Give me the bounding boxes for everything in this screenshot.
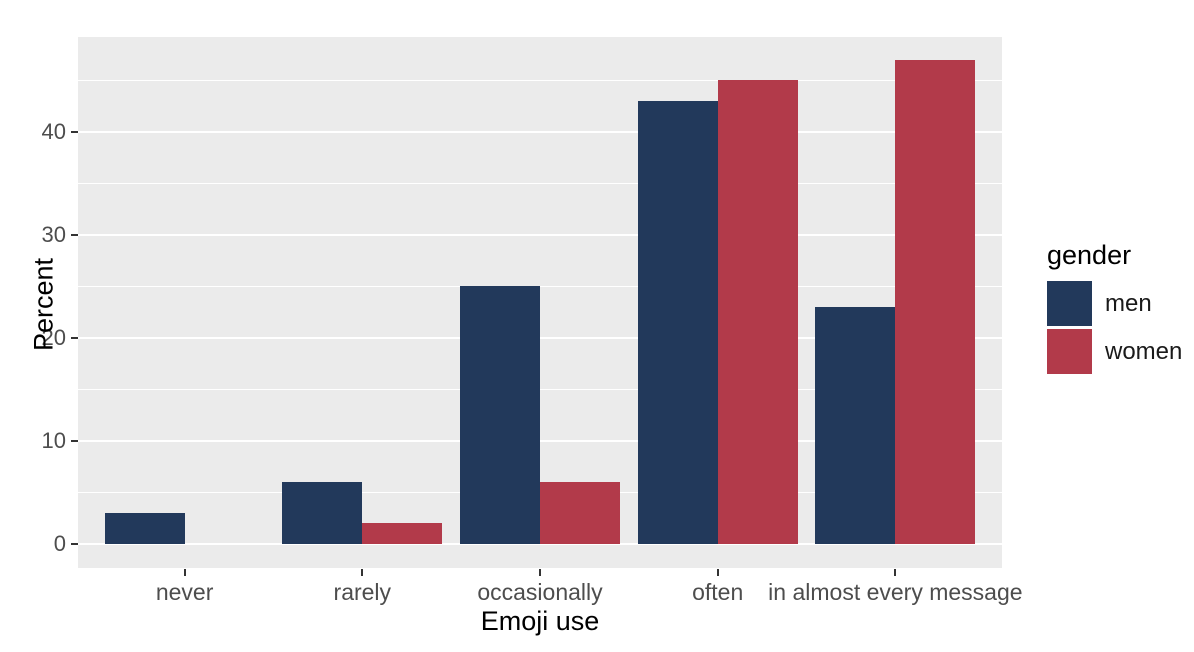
gridline-minor-15 bbox=[78, 388, 1002, 390]
x-tick-mark-occasionally bbox=[539, 569, 541, 576]
bar-women-in-almost-every-message bbox=[895, 59, 976, 544]
y-tick-label-0: 0 bbox=[53, 531, 66, 556]
bar-men-rarely bbox=[282, 482, 363, 544]
legend-swatch-women bbox=[1047, 329, 1092, 374]
bar-men-often bbox=[637, 100, 718, 544]
gridline-major-20 bbox=[78, 336, 1002, 339]
gridline-minor-45 bbox=[78, 79, 1002, 81]
plot-panel bbox=[78, 37, 1002, 568]
gridline-minor-35 bbox=[78, 182, 1002, 184]
y-tick-label-30: 30 bbox=[41, 221, 66, 247]
bar-men-never bbox=[104, 513, 185, 544]
y-tick-label-10: 10 bbox=[41, 427, 66, 453]
legend-item-men: men bbox=[1047, 281, 1182, 326]
legend-items: men women bbox=[1047, 281, 1182, 374]
y-tick-label-20: 20 bbox=[41, 324, 66, 350]
y-tick-mark-20 bbox=[71, 336, 78, 339]
gridline-major-0 bbox=[78, 543, 1002, 545]
x-tick-mark-never bbox=[183, 569, 186, 576]
y-tick-mark-0 bbox=[71, 543, 78, 545]
legend-item-women: women bbox=[1047, 329, 1182, 374]
legend: gender men women bbox=[1047, 240, 1182, 377]
bar-women-often bbox=[717, 80, 798, 544]
y-tick-mark-10 bbox=[71, 439, 78, 442]
gridline-major-40 bbox=[78, 130, 1002, 133]
legend-title: gender bbox=[1047, 240, 1132, 270]
x-axis-title: Emoji use bbox=[480, 606, 600, 636]
x-tick-label-in-almost-every-message: in almost every message bbox=[768, 579, 1023, 605]
y-tick-label-40: 40 bbox=[41, 118, 66, 144]
x-tick-label-often: often bbox=[692, 579, 744, 605]
x-tick-label-occasionally: occasionally bbox=[477, 579, 603, 605]
legend-label-women: women bbox=[1105, 337, 1183, 365]
bar-women-rarely bbox=[362, 523, 443, 544]
x-tick-mark-in-almost-every-message bbox=[894, 569, 897, 576]
gridline-major-10 bbox=[78, 439, 1002, 442]
y-tick-mark-30 bbox=[71, 233, 78, 236]
bar-men-in-almost-every-message bbox=[815, 306, 896, 544]
gridline-minor-25 bbox=[78, 285, 1002, 287]
x-tick-label-never: never bbox=[155, 579, 214, 605]
bar-men-occasionally bbox=[460, 286, 540, 544]
y-tick-mark-40 bbox=[71, 130, 78, 133]
bar-women-occasionally bbox=[540, 482, 620, 544]
gridline-major-30 bbox=[78, 233, 1002, 236]
x-tick-mark-often bbox=[716, 569, 719, 576]
x-tick-label-rarely: rarely bbox=[333, 579, 392, 605]
legend-swatch-men bbox=[1047, 281, 1092, 326]
legend-label-men: men bbox=[1105, 289, 1152, 317]
x-tick-mark-rarely bbox=[361, 569, 364, 576]
y-axis-title: Percent bbox=[28, 257, 59, 352]
